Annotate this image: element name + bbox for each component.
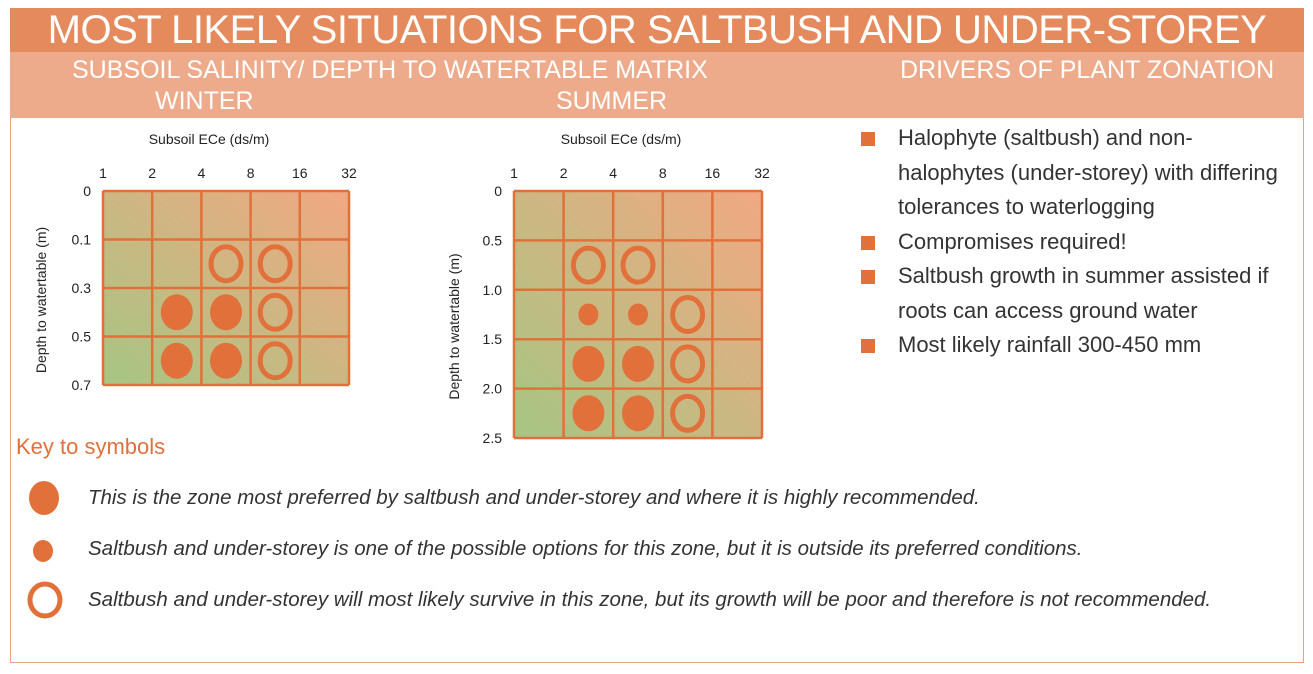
large-dot-symbol xyxy=(210,294,242,331)
x-tick-label: 32 xyxy=(754,165,770,181)
y-tick-label: 0 xyxy=(494,183,502,199)
y-axis-title: Depth to watertable (m) xyxy=(33,227,49,373)
ring-symbol xyxy=(620,245,656,285)
driver-item: Compromises required! xyxy=(858,225,1298,260)
driver-text: Compromises required! xyxy=(898,228,1127,254)
large-dot-symbol xyxy=(622,395,654,432)
x-tick-label: 16 xyxy=(705,165,721,181)
winter-matrix-chart: 1 2 4 8 16 32 0 0.1 0.3 0.5 0.7 Subsoil ECe (ds/m) D… xyxy=(33,131,357,393)
x-tick-label: 16 xyxy=(292,165,308,181)
large-dot-icon xyxy=(29,481,59,515)
x-axis-title: Subsoil ECe (ds/m) xyxy=(149,131,270,147)
x-tick-label: 4 xyxy=(609,165,617,181)
driver-text: Saltbush growth in summer assisted if ro… xyxy=(898,263,1269,323)
y-axis-title: Depth to watertable (m) xyxy=(446,253,462,399)
square-bullet-icon xyxy=(861,235,875,250)
summer-label: SUMMER xyxy=(556,87,668,115)
summer-matrix-chart: 1 2 4 8 16 32 0 0.5 1.0 1.5 2.0 2.5 Subsoil ECe (ds/… xyxy=(446,131,770,446)
large-dot-symbol xyxy=(160,294,193,331)
ring-symbol xyxy=(257,244,293,284)
ring-symbol xyxy=(670,344,706,384)
x-tick-label: 1 xyxy=(99,165,107,181)
square-bullet-icon xyxy=(861,270,875,284)
small-dot-symbol xyxy=(628,303,648,326)
ring-symbol xyxy=(570,245,606,285)
large-dot-symbol xyxy=(572,345,605,382)
drivers-title: DRIVERS OF PLANT ZONATION xyxy=(900,56,1275,84)
ring-icon xyxy=(27,581,63,619)
large-dot-symbol xyxy=(210,342,242,379)
ring-symbol xyxy=(670,393,706,433)
small-dot-symbol xyxy=(578,303,599,326)
large-dot-symbol xyxy=(160,342,193,379)
y-tick-label: 2.5 xyxy=(483,430,503,446)
winter-label: WINTER xyxy=(155,87,254,115)
driver-item: Saltbush growth in summer assisted if ro… xyxy=(858,259,1298,328)
x-tick-label: 1 xyxy=(510,165,518,181)
ring-symbol xyxy=(208,244,244,284)
y-tick-label: 0.5 xyxy=(483,232,503,248)
key-text-small: Saltbush and under-storey is one of the … xyxy=(88,537,1083,560)
y-tick-label: 0.7 xyxy=(72,377,92,393)
small-dot-icon xyxy=(33,540,53,562)
key-title: Key to symbols xyxy=(16,434,166,459)
y-tick-label: 0.5 xyxy=(72,329,92,345)
y-tick-label: 1.0 xyxy=(483,282,503,298)
drivers-list: Halophyte (saltbush) and non-halophytes … xyxy=(858,121,1298,363)
key-text-large: This is the zone most preferred by saltb… xyxy=(88,486,980,509)
x-tick-label: 32 xyxy=(341,165,357,181)
x-axis-title: Subsoil ECe (ds/m) xyxy=(561,131,682,147)
x-tick-label: 8 xyxy=(247,165,255,181)
driver-text: Halophyte (saltbush) and non-halophytes … xyxy=(898,125,1278,219)
x-tick-label: 2 xyxy=(148,165,156,181)
y-tick-label: 0 xyxy=(83,183,91,199)
matrix-title: SUBSOIL SALINITY/ DEPTH TO WATERTABLE MA… xyxy=(72,56,708,84)
ring-symbol xyxy=(257,341,293,381)
square-bullet-icon xyxy=(861,339,875,353)
square-bullet-icon xyxy=(861,132,875,146)
x-tick-label: 2 xyxy=(560,165,568,181)
y-tick-label: 1.5 xyxy=(483,331,503,347)
page-title: MOST LIKELY SITUATIONS FOR SALTBUSH AND … xyxy=(10,8,1304,52)
y-tick-label: 2.0 xyxy=(483,381,503,397)
large-dot-symbol xyxy=(572,395,605,432)
x-tick-label: 4 xyxy=(198,165,206,181)
key-text-ring: Saltbush and under-storey will most like… xyxy=(88,588,1212,611)
driver-item: Halophyte (saltbush) and non-halophytes … xyxy=(858,121,1298,225)
y-tick-label: 0.1 xyxy=(72,232,92,248)
ring-symbol xyxy=(670,295,706,334)
ring-symbol xyxy=(257,292,293,332)
subheader-bar: SUBSOIL SALINITY/ DEPTH TO WATERTABLE MA… xyxy=(10,52,1304,118)
y-tick-label: 0.3 xyxy=(72,280,92,296)
large-dot-symbol xyxy=(622,345,654,382)
driver-text: Most likely rainfall 300-450 mm xyxy=(898,332,1202,357)
x-tick-label: 8 xyxy=(659,165,667,181)
driver-item: Most likely rainfall 300-450 mm xyxy=(858,328,1298,363)
